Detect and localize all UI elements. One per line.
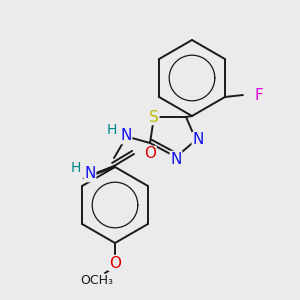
Text: F: F: [254, 88, 263, 103]
Text: H: H: [71, 161, 81, 175]
Text: O: O: [109, 256, 121, 271]
Text: OCH₃: OCH₃: [80, 274, 113, 287]
Text: N: N: [170, 152, 182, 166]
Text: H: H: [107, 123, 117, 137]
Text: S: S: [149, 110, 159, 124]
Text: N: N: [192, 133, 204, 148]
Text: N: N: [120, 128, 132, 143]
Text: O: O: [144, 146, 156, 161]
Text: N: N: [84, 167, 96, 182]
